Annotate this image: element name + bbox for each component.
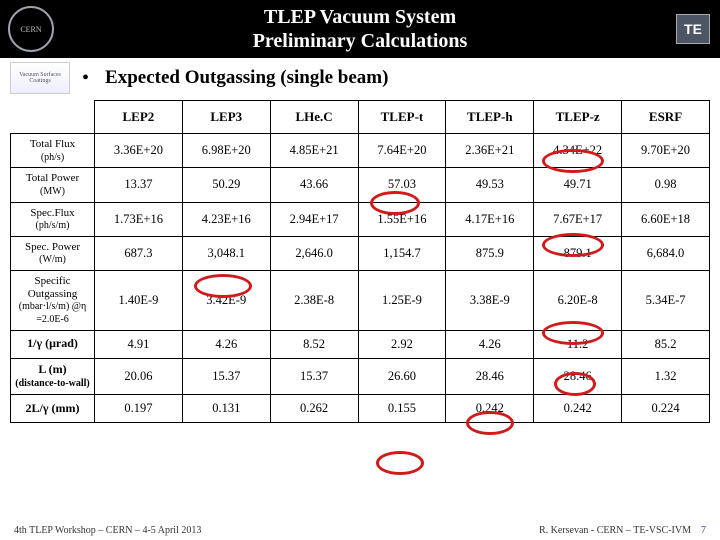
row-label: 1/γ (μrad) xyxy=(11,330,95,358)
table-cell: 687.3 xyxy=(95,236,183,270)
table-cell: 1.73E+16 xyxy=(95,202,183,236)
row-label: Specific Outgassing(mbar·l/s/m) @η =2.0E… xyxy=(11,271,95,331)
row-label: L (m)(distance-to-wall) xyxy=(11,358,95,395)
table-cell: 4.23E+16 xyxy=(182,202,270,236)
table-cell: 1.32 xyxy=(622,358,710,395)
table-row: 2L/γ (mm)0.1970.1310.2620.1550.2420.2420… xyxy=(11,395,710,423)
table-row: Spec. Power(W/m)687.33,048.12,646.01,154… xyxy=(11,236,710,270)
table-cell: 3,048.1 xyxy=(182,236,270,270)
table-cell: 49.71 xyxy=(534,168,622,202)
footer-left: 4th TLEP Workshop – CERN – 4-5 April 201… xyxy=(14,525,201,536)
footer-right: R. Kersevan - CERN – TE-VSC-IVM 7 xyxy=(539,525,706,536)
table-cell: 4.85E+21 xyxy=(270,134,358,168)
col-lep2: LEP2 xyxy=(95,101,183,134)
table-cell: 2,646.0 xyxy=(270,236,358,270)
table-cell: 49.53 xyxy=(446,168,534,202)
table-cell: 879.1 xyxy=(534,236,622,270)
table-cell: 1.25E-9 xyxy=(358,271,446,331)
table-cell: 4.26 xyxy=(182,330,270,358)
table-row: 1/γ (μrad)4.914.268.522.924.2611.285.2 xyxy=(11,330,710,358)
table-cell: 3.42E-9 xyxy=(182,271,270,331)
table-cell: 3.36E+20 xyxy=(95,134,183,168)
row-label: Spec.Flux(ph/s/m) xyxy=(11,202,95,236)
table-cell: 20.06 xyxy=(95,358,183,395)
table-cell: 0.131 xyxy=(182,395,270,423)
col-lhec: LHe.C xyxy=(270,101,358,134)
table-cell: 13.37 xyxy=(95,168,183,202)
table-cell: 3.38E-9 xyxy=(446,271,534,331)
table-cell: 4.34E+22 xyxy=(534,134,622,168)
table-cell: 5.34E-7 xyxy=(622,271,710,331)
table-cell: 1.55E+16 xyxy=(358,202,446,236)
table-cell: 43.66 xyxy=(270,168,358,202)
table-cell: 875.9 xyxy=(446,236,534,270)
table-cell: 0.242 xyxy=(446,395,534,423)
table-cell: 0.155 xyxy=(358,395,446,423)
table-cell: 0.262 xyxy=(270,395,358,423)
table-cell: 2.36E+21 xyxy=(446,134,534,168)
row-label: 2L/γ (mm) xyxy=(11,395,95,423)
table-cell: 57.03 xyxy=(358,168,446,202)
table-cell: 6.60E+18 xyxy=(622,202,710,236)
table-cell: 6.98E+20 xyxy=(182,134,270,168)
table-cell: 4.26 xyxy=(446,330,534,358)
table-cell: 15.37 xyxy=(182,358,270,395)
table-row: L (m)(distance-to-wall)20.0615.3715.3726… xyxy=(11,358,710,395)
table-cell: 7.64E+20 xyxy=(358,134,446,168)
table-header-row: LEP2 LEP3 LHe.C TLEP-t TLEP-h TLEP-z ESR… xyxy=(11,101,710,134)
title-line-2: Preliminary Calculations xyxy=(253,29,468,53)
table-cell: 26.60 xyxy=(358,358,446,395)
col-esrf: ESRF xyxy=(622,101,710,134)
row-label: Total Flux(ph/s) xyxy=(11,134,95,168)
col-lep3: LEP3 xyxy=(182,101,270,134)
table-cell: 8.52 xyxy=(270,330,358,358)
table-cell: 6.20E-8 xyxy=(534,271,622,331)
subheading-row: Vacuum Surfaces Coatings • Expected Outg… xyxy=(0,58,720,96)
page-number: 7 xyxy=(701,525,706,536)
table-cell: 2.94E+17 xyxy=(270,202,358,236)
table-cell: 4.91 xyxy=(95,330,183,358)
slide-title: TLEP Vacuum System Preliminary Calculati… xyxy=(253,5,468,53)
table-cell: 1,154.7 xyxy=(358,236,446,270)
table-cell: 28.46 xyxy=(446,358,534,395)
col-tlept: TLEP-t xyxy=(358,101,446,134)
row-label: Total Power(MW) xyxy=(11,168,95,202)
cern-logo: CERN xyxy=(8,6,54,52)
table-cell: 2.38E-8 xyxy=(270,271,358,331)
table-cell: 4.17E+16 xyxy=(446,202,534,236)
table-row: Spec.Flux(ph/s/m)1.73E+164.23E+162.94E+1… xyxy=(11,202,710,236)
data-table: LEP2 LEP3 LHe.C TLEP-t TLEP-h TLEP-z ESR… xyxy=(10,100,710,423)
col-tleph: TLEP-h xyxy=(446,101,534,134)
table-cell: 28.46 xyxy=(534,358,622,395)
table-cell: 9.70E+20 xyxy=(622,134,710,168)
title-line-1: TLEP Vacuum System xyxy=(253,5,468,29)
table-cell: 11.2 xyxy=(534,330,622,358)
table-row: Total Flux(ph/s)3.36E+206.98E+204.85E+21… xyxy=(11,134,710,168)
table-cell: 6,684.0 xyxy=(622,236,710,270)
row-label: Spec. Power(W/m) xyxy=(11,236,95,270)
table-cell: 15.37 xyxy=(270,358,358,395)
vsc-logo: Vacuum Surfaces Coatings xyxy=(10,62,70,94)
table-cell: 0.197 xyxy=(95,395,183,423)
table-row: Total Power(MW)13.3750.2943.6657.0349.53… xyxy=(11,168,710,202)
highlight-circle xyxy=(376,451,424,475)
slide-header: CERN TLEP Vacuum System Preliminary Calc… xyxy=(0,0,720,58)
table-cell: 0.224 xyxy=(622,395,710,423)
table-cell: 2.92 xyxy=(358,330,446,358)
table-row: Specific Outgassing(mbar·l/s/m) @η =2.0E… xyxy=(11,271,710,331)
col-blank xyxy=(11,101,95,134)
table-cell: 0.242 xyxy=(534,395,622,423)
col-tlepz: TLEP-z xyxy=(534,101,622,134)
bullet-icon: • xyxy=(82,67,89,90)
table-cell: 7.67E+17 xyxy=(534,202,622,236)
subheading-text: Expected Outgassing (single beam) xyxy=(105,67,388,89)
table-cell: 50.29 xyxy=(182,168,270,202)
te-badge: TE xyxy=(676,14,710,44)
table-cell: 0.98 xyxy=(622,168,710,202)
footer: 4th TLEP Workshop – CERN – 4-5 April 201… xyxy=(0,525,720,536)
table-cell: 1.40E-9 xyxy=(95,271,183,331)
table-cell: 85.2 xyxy=(622,330,710,358)
